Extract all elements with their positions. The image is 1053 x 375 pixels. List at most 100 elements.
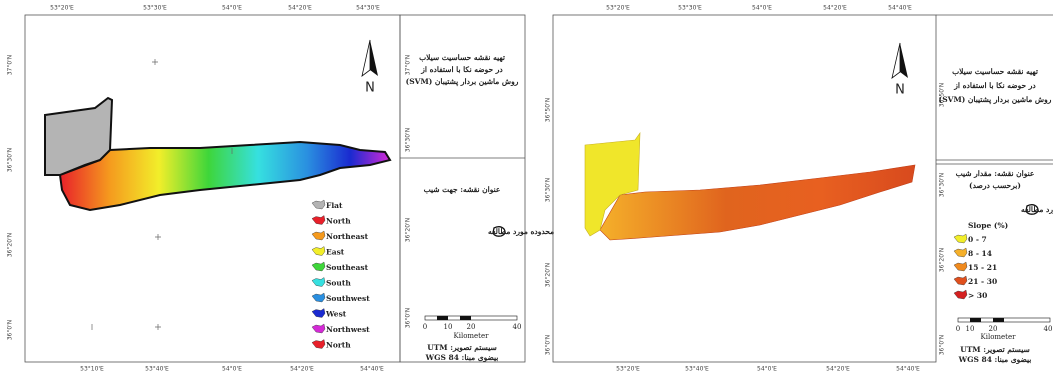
scale-tick: 40 <box>513 323 522 331</box>
coord-label: 54°20'E <box>290 366 314 373</box>
legend-label: North <box>326 217 351 226</box>
coord-label: 54°0'E <box>222 366 242 373</box>
legend-label: North <box>326 341 351 350</box>
legend-swatch <box>953 247 968 258</box>
scale-tick: 10 <box>444 323 453 331</box>
coord-label: 53°10'E <box>80 366 104 373</box>
coord-label: 36°30'N <box>545 178 552 202</box>
coord-label: 54°20'E <box>823 5 847 12</box>
coord-label: 36°30'N <box>939 173 946 197</box>
legend-label: East <box>326 248 345 257</box>
coord-label: 54°0'E <box>752 5 772 12</box>
study-area-icon <box>1025 204 1039 215</box>
coord-label: 53°40'E <box>145 366 169 373</box>
legend-label: Northeast <box>326 232 369 241</box>
title-line: تهیه نقشه حساسیت سیلاب <box>952 67 1039 77</box>
legend-swatch <box>311 339 326 349</box>
projection: سیستم تصویر: UTM <box>427 343 497 353</box>
coord-label: 54°20'E <box>288 5 312 12</box>
legend-swatch <box>311 261 326 272</box>
coord-label: 53°40'E <box>685 366 709 373</box>
legend-swatch <box>953 233 968 244</box>
legend-label: West <box>325 310 347 319</box>
coord-label: 53°20'E <box>606 5 630 12</box>
coord-label: 53°30'E <box>678 5 702 12</box>
coord-label: 36°20'N <box>7 233 14 257</box>
legend-label: Southeast <box>326 263 369 272</box>
slope-basin <box>599 164 916 241</box>
coord-label: 54°40'E <box>896 366 920 373</box>
scale-tick: 40 <box>1044 325 1053 333</box>
coord-label: 36°30'N <box>405 128 412 152</box>
map-title: عنوان نقشه: مقدار شیب <box>956 169 1035 179</box>
cross <box>91 59 233 330</box>
scale-tick: 0 <box>956 325 960 333</box>
coord-label: 53°20'E <box>50 5 74 12</box>
projection: سیستم تصویر: UTM <box>960 345 1030 355</box>
legend-label: 0 - 7 <box>968 235 987 244</box>
title-line: در حوضه نکا با استفاده از <box>420 65 503 75</box>
scale-bar <box>957 317 1051 323</box>
legend-label: South <box>326 279 351 288</box>
legend-label: 8 - 14 <box>968 249 992 258</box>
coord-label: 54°0'E <box>757 366 777 373</box>
legend-swatch <box>953 261 968 272</box>
legend-swatch <box>311 277 326 287</box>
right-panel: N Slope (%) 0 - 7 8 - 14 15 - 21 21 - 30 > 30 <box>552 14 1053 363</box>
coord-label: 54°20'E <box>826 366 850 373</box>
datum: بیضوی مبنا: WGS 84 <box>425 353 499 363</box>
map-frame <box>552 14 937 363</box>
coord-label: 36°0'N <box>545 335 552 356</box>
legend-label: 21 - 30 <box>968 277 997 286</box>
legend-swatch <box>311 215 326 225</box>
coord-label: 37°0'N <box>405 55 412 76</box>
title-line: در حوضه نکا با استفاده از <box>953 81 1036 91</box>
datum: بیضوی مبنا: WGS 84 <box>958 355 1032 365</box>
map-subtitle: (برحسب درصد) <box>969 181 1021 191</box>
title-line: روش ماشین بردار پشتیبان (SVM) <box>939 95 1052 105</box>
left-panel: N Flat North Northeast East Southeast South So… <box>24 14 526 363</box>
study-area-label: محدوده مورد مطالعه <box>1021 205 1053 215</box>
legend-label: Northwest <box>326 325 370 334</box>
scale-tick: 20 <box>467 323 476 331</box>
scale-unit: Kilometer <box>980 333 1016 341</box>
north-arrow <box>891 42 908 79</box>
legend-swatch <box>311 230 326 241</box>
study-area-label: محدوده مورد مطالعه <box>488 227 554 237</box>
map-title: عنوان نقشه: جهت شیب <box>424 185 501 195</box>
legend-swatch <box>311 323 326 334</box>
coord-label: 36°50'N <box>545 98 552 122</box>
legend-label: Southwest <box>326 294 370 303</box>
study-area-icon <box>492 226 506 237</box>
north-label: N <box>895 83 905 98</box>
coord-label: 37°0'N <box>7 55 14 76</box>
aspect-basin <box>58 140 392 212</box>
coord-label: 54°40'E <box>360 366 384 373</box>
north-arrow <box>361 39 378 77</box>
legend: Slope (%) 0 - 7 8 - 14 15 - 21 21 - 30 > 30 <box>953 221 1008 300</box>
legend: Flat North Northeast East Southeast South Sout… <box>311 199 370 350</box>
info-frame <box>399 14 526 363</box>
flat-area <box>44 96 114 176</box>
scale-tick: 0 <box>423 323 427 331</box>
scale-bar <box>424 315 518 321</box>
coord-label: 53°20'E <box>616 366 640 373</box>
coord-label: 36°50'N <box>939 83 946 107</box>
coord-label: 53°30'E <box>143 5 167 12</box>
coord-label: 36°20'N <box>939 248 946 272</box>
low-slope-area <box>584 132 641 237</box>
scale-unit: Kilometer <box>453 332 489 340</box>
legend-label: 15 - 21 <box>968 263 997 272</box>
coord-label: 54°0'E <box>222 5 242 12</box>
coord-label: 36°0'N <box>939 335 946 356</box>
scale-tick: 10 <box>966 325 975 333</box>
legend-swatch <box>311 308 326 318</box>
coord-label: 36°20'N <box>405 218 412 242</box>
coord-label: 54°40'E <box>888 5 912 12</box>
title-line: روش ماشین بردار پشتیبان (SVM) <box>406 77 519 87</box>
legend-swatch <box>311 246 326 256</box>
coord-label: 54°30'E <box>356 5 380 12</box>
legend-swatch <box>953 275 968 286</box>
coord-label: 36°20'N <box>545 263 552 287</box>
legend-label: Flat <box>326 201 343 210</box>
